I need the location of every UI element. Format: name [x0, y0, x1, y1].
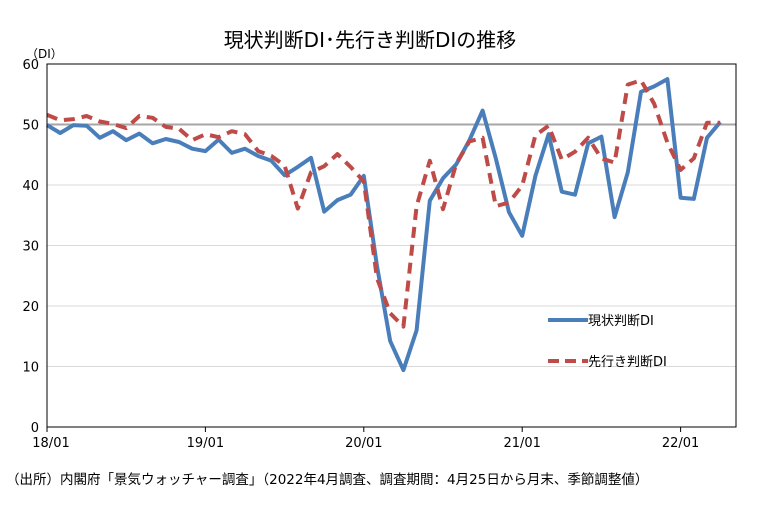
y-tick-label: 30	[22, 240, 39, 255]
chart-title: 現状判断DI･先行き判断DIの推移	[224, 28, 517, 52]
y-tick-label: 0	[31, 421, 39, 436]
y-axis-ticks: 0 10 20 30 40 50 60	[22, 58, 39, 436]
x-tick-label: 18/01	[32, 436, 69, 451]
line-chart: 現状判断DI･先行き判断DIの推移 （DI） 0 10 20 30 40 50 60 18/…	[22, 28, 737, 451]
y-tick-label: 20	[22, 300, 39, 315]
series-line-genjo	[45, 77, 722, 373]
x-tick-label: 21/01	[503, 436, 540, 451]
legend: 現状判断DI 先行き判断DI	[548, 314, 667, 370]
y-tick-label: 60	[22, 58, 39, 73]
x-tick-label: 19/01	[187, 436, 224, 451]
plot-area-border	[46, 63, 737, 428]
y-tick-label: 50	[22, 119, 39, 134]
y-tick-label: 10	[22, 361, 39, 376]
x-tick-label: 22/01	[662, 436, 699, 451]
x-axis-ticks: 18/01 19/01 20/01 21/01 22/01	[32, 427, 699, 451]
y-axis-unit-label: （DI）	[26, 47, 63, 61]
gridlines	[47, 124, 736, 367]
series-lines	[45, 77, 722, 373]
legend-label: 現状判断DI	[588, 314, 654, 329]
source-note: （出所）内閣府「景気ウォッチャー調査」（2022年4月調査、調査期間：4月25日…	[6, 472, 649, 488]
x-tick-label: 20/01	[345, 436, 382, 451]
legend-label: 先行き判断DI	[588, 355, 667, 370]
y-tick-label: 40	[22, 179, 39, 194]
series-line-sakiyuki	[46, 78, 721, 329]
